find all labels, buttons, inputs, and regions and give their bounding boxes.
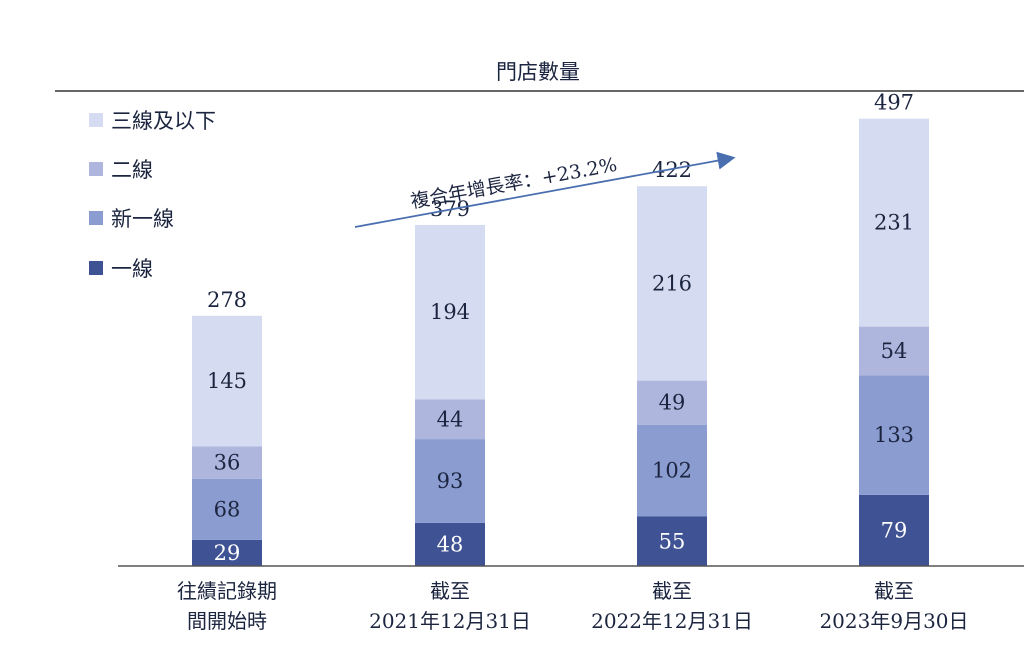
bar-segment-2-4	[859, 375, 929, 495]
segment-value-label: 231	[874, 211, 914, 235]
x-tick-label: 往績記錄期	[177, 579, 277, 603]
legend-label: 三線及以下	[111, 109, 216, 133]
bar-segment-3-3	[637, 380, 707, 425]
bar-segment-3-4	[859, 326, 929, 376]
x-tick-label: 間開始時	[187, 609, 267, 633]
legend-swatch	[89, 261, 103, 275]
segment-value-label: 102	[652, 459, 692, 483]
cagr-arrow	[354, 151, 736, 228]
segment-value-label: 79	[881, 518, 908, 542]
segment-value-label: 216	[652, 271, 692, 295]
bar-segment-3-1	[192, 446, 262, 479]
total-label: 278	[207, 288, 247, 312]
bar-segment-4-4	[859, 118, 929, 327]
legend-label: 新一線	[111, 207, 174, 231]
segment-value-label: 145	[207, 369, 247, 393]
bar-segment-4-3	[637, 186, 707, 381]
bar-segment-2-2	[415, 439, 485, 523]
bar-segment-1-4	[859, 494, 929, 566]
x-axis-labels: 往績記錄期間開始時截至2021年12月31日截至2022年12月31日截至202…	[177, 579, 969, 633]
bar-segment-4-1	[192, 315, 262, 447]
segment-value-label: 36	[214, 451, 241, 475]
x-tick-label: 2023年9月30日	[819, 609, 968, 633]
segment-value-label: 55	[659, 529, 686, 553]
chart-title: 門店數量	[496, 60, 580, 84]
segment-value-label: 194	[430, 300, 470, 324]
bar-segment-4-2	[415, 224, 485, 400]
segment-value-label: 48	[437, 532, 464, 556]
x-tick-label: 截至	[874, 579, 914, 603]
bar-segment-1-3	[637, 516, 707, 566]
bar-segment-2-1	[192, 478, 262, 540]
x-tick-label: 2021年12月31日	[369, 609, 531, 633]
legend-swatch	[89, 162, 103, 176]
segment-value-label: 49	[659, 391, 686, 415]
legend-label: 一線	[111, 257, 153, 281]
legend-label: 二線	[111, 158, 153, 182]
segment-value-label: 68	[214, 497, 241, 521]
bar-segment-1-1	[192, 539, 262, 566]
bar-segment-1-2	[415, 522, 485, 566]
total-label: 422	[652, 158, 692, 182]
bars-group: 2968361452784893441943795510249216422791…	[192, 91, 929, 566]
bar-segment-2-3	[637, 424, 707, 517]
total-label: 497	[874, 91, 914, 115]
bar-segment-3-2	[415, 399, 485, 440]
segment-value-label: 133	[874, 423, 914, 447]
segment-value-label: 93	[437, 469, 464, 493]
x-tick-label: 截至	[430, 579, 470, 603]
cagr-label: 複合年增長率：+23.2%	[409, 154, 619, 213]
x-tick-label: 2022年12月31日	[591, 609, 753, 633]
segment-value-label: 54	[881, 339, 908, 363]
x-tick-label: 截至	[652, 579, 692, 603]
segment-value-label: 29	[214, 541, 241, 565]
legend-swatch	[89, 211, 103, 225]
legend-swatch	[89, 113, 103, 127]
segment-value-label: 44	[437, 407, 464, 431]
